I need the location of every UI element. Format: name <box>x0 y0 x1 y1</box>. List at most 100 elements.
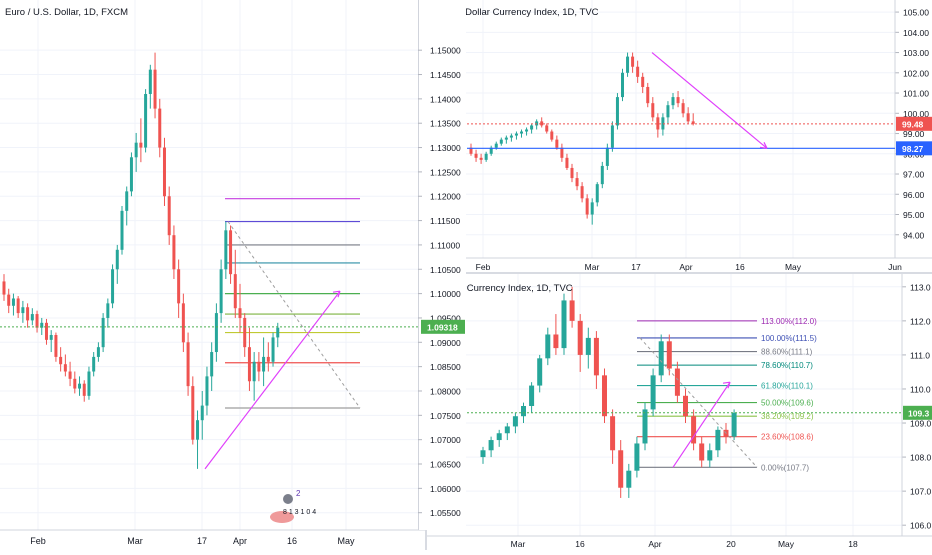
y-tick-label: 111.0 <box>910 350 930 360</box>
eurusd-price-axis-svg: 1.15000 1.14500 1.14000 1.13500 1.13000 1.125… <box>418 0 465 530</box>
candle-body <box>521 406 526 417</box>
candle-body <box>646 86 650 104</box>
candle-body <box>489 147 493 154</box>
y-tick-label: 110.0 <box>910 384 931 394</box>
candle-body <box>530 125 534 130</box>
y-tick-label: 1.08000 <box>430 386 461 396</box>
candle-body <box>610 125 614 148</box>
candle-body <box>674 368 680 396</box>
euro-index-chart[interactable]: 113.0 112.0 111.0 110.0 109.0 108.0 107.0 106.0… <box>427 274 932 550</box>
eurusd-chart[interactable]: Feb Mar 17 Apr 16 May 2 8 1 3 1 0 4 Euro / U.S. … <box>0 0 425 550</box>
x-tick-label: Mar <box>511 539 526 549</box>
y-tick-label: 104.00 <box>903 28 929 38</box>
dxy-chart[interactable]: 105.00 104.00 103.00 102.00 101.00 100.00 99.0… <box>427 0 932 272</box>
candle-body <box>529 385 535 406</box>
candle-body <box>641 76 645 87</box>
candle-body <box>181 303 185 343</box>
y-tick-label: 94.00 <box>903 230 925 240</box>
candle-body <box>167 196 171 236</box>
candle-body <box>555 139 559 148</box>
candle-body <box>92 356 96 372</box>
x-tick-label: Feb <box>476 262 491 272</box>
y-tick-label: 1.11500 <box>430 216 460 226</box>
candle-body <box>499 139 503 144</box>
candle-body <box>731 412 737 437</box>
candle-body <box>715 429 721 451</box>
x-tick-label: May <box>337 536 355 546</box>
candle-body <box>512 416 518 427</box>
x-tick-label: Mar <box>585 262 600 272</box>
x-tick-label: Apr <box>233 536 247 546</box>
candle-body <box>642 409 648 444</box>
y-tick-label: 1.15000 <box>430 46 461 56</box>
candle-body <box>553 334 559 349</box>
candle-body <box>162 147 166 197</box>
fib-level-label: 88.60%(111.1) <box>761 348 813 357</box>
y-tick-label: 97.00 <box>903 170 925 180</box>
trendline-up <box>204 290 341 470</box>
candle-body <box>537 358 543 386</box>
pane-divider-horizontal[interactable] <box>427 272 932 274</box>
x-tick-label: May <box>778 539 795 549</box>
eurusd-chart-pane[interactable]: Feb Mar 17 Apr 16 May 2 8 1 3 1 0 4 Euro / U.S. … <box>0 0 425 550</box>
candle-body <box>545 125 549 132</box>
trendline-down <box>651 52 768 149</box>
x-tick-label: 18 <box>848 539 858 549</box>
y-tick-label: 1.10000 <box>430 289 461 299</box>
candle-body <box>101 317 105 348</box>
y-tick-label: 103.00 <box>903 48 929 58</box>
candle-body <box>621 72 624 98</box>
candle-body <box>479 157 483 160</box>
candle-body <box>474 153 478 158</box>
candle-body <box>186 342 190 387</box>
trendline-arrowhead <box>332 290 341 298</box>
candle-body <box>504 426 510 434</box>
x-tick-label: 16 <box>575 539 585 549</box>
candle-body <box>247 347 251 382</box>
event-icon <box>283 494 293 504</box>
candle-body <box>650 375 656 410</box>
fib-level-label: 78.60%(110.7) <box>761 361 813 370</box>
chart-title: U.S. Dollar Currency Index, 1D, TVC <box>444 7 599 18</box>
candle-body <box>35 314 39 328</box>
y-tick-label: 1.06500 <box>430 460 461 470</box>
candle-body <box>139 142 143 148</box>
price-tag <box>896 116 932 131</box>
event-text: 8 1 3 1 0 4 <box>283 509 316 516</box>
y-tick-label: 1.13500 <box>430 119 461 129</box>
candle-body <box>243 317 247 348</box>
price-tag <box>896 141 932 156</box>
candle-body <box>106 303 110 318</box>
x-tick-label: Mar <box>127 536 143 546</box>
candle-body <box>691 121 695 124</box>
candle-body <box>153 69 157 109</box>
y-tick-label: 1.14000 <box>430 94 461 104</box>
y-tick-label: 107.0 <box>910 487 932 497</box>
euro-index-chart-pane[interactable]: 113.0 112.0 111.0 110.0 109.0 108.0 107.0 106.0… <box>427 274 932 550</box>
candle-body <box>480 450 486 458</box>
y-tick-label: 1.14500 <box>430 70 461 80</box>
x-tick-label: Apr <box>679 262 692 272</box>
candle-body <box>276 327 280 338</box>
y-tick-label: 1.06000 <box>430 484 461 494</box>
candle-body <box>615 97 619 126</box>
candle-body <box>172 235 176 270</box>
candle-body <box>494 143 498 148</box>
candle-body <box>610 416 616 451</box>
candle-body <box>569 300 575 321</box>
candle-body <box>205 376 209 406</box>
candle-body <box>656 117 660 130</box>
eurusd-price-axis[interactable]: 1.15000 1.14500 1.14000 1.13500 1.13000 1.125… <box>418 0 466 530</box>
chart-title: Euro / U.S. Dollar, 1D, FXCM <box>5 7 128 18</box>
candle-body <box>262 356 266 372</box>
price-tag-label: 99.48 <box>902 119 924 129</box>
candle-body <box>266 356 270 362</box>
candle-body <box>626 56 630 73</box>
candle-body <box>681 103 685 114</box>
candle-body <box>200 405 204 421</box>
candle-body <box>699 443 705 461</box>
fib-level-label: 38.20%(109.2) <box>761 412 814 421</box>
candle-body <box>496 433 502 441</box>
trendline-arrowhead <box>722 381 731 389</box>
dxy-chart-pane[interactable]: 105.00 104.00 103.00 102.00 101.00 100.00 99.0… <box>427 0 932 272</box>
